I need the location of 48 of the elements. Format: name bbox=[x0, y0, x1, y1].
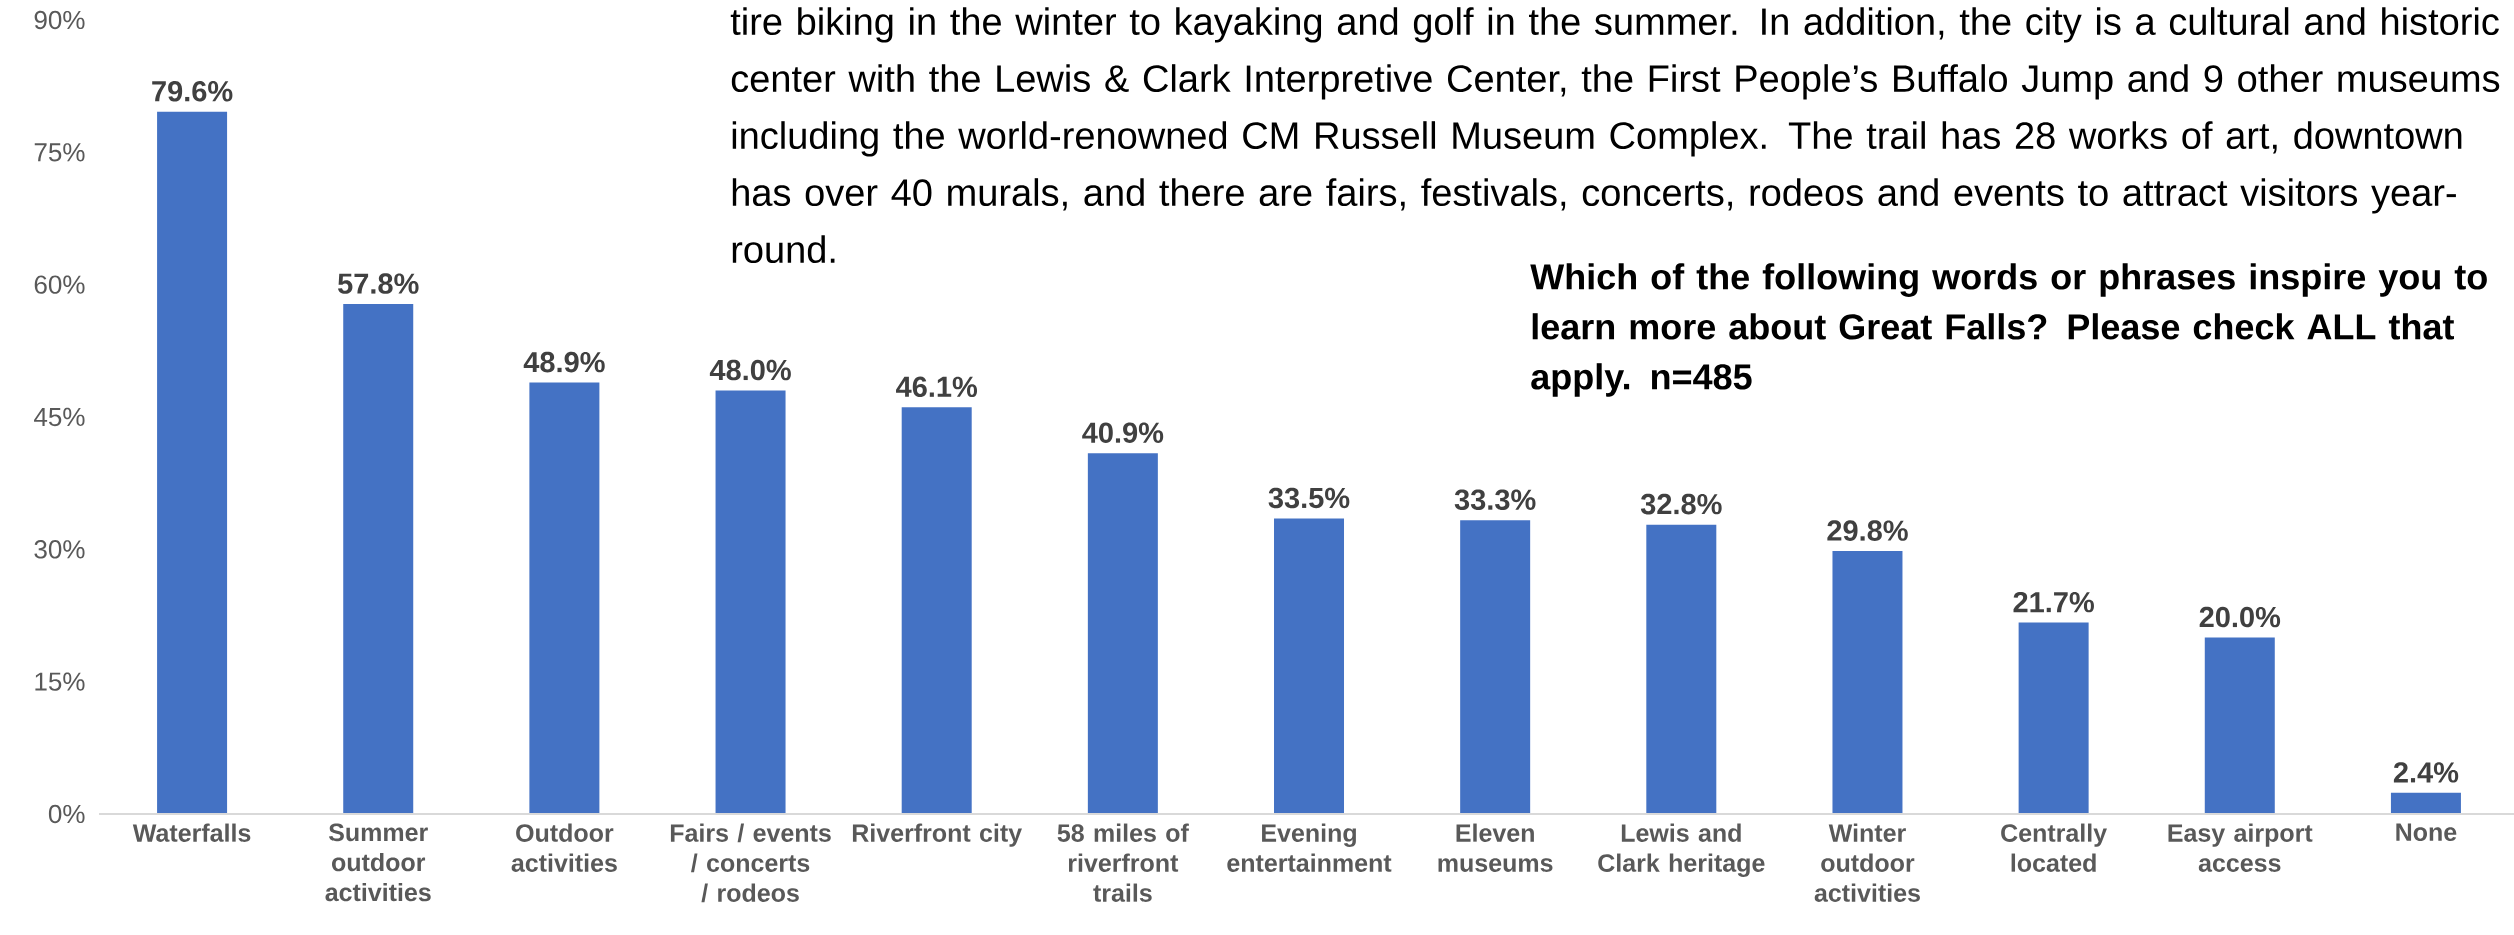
y-tick-label: 75% bbox=[34, 143, 85, 162]
bar bbox=[2390, 792, 2461, 814]
x-tick-label: Summer outdoor activities bbox=[325, 823, 431, 902]
data-label: 20.0% bbox=[2199, 606, 2281, 628]
annotation: tire biking in the winter to kayaking and golf in the summer. In addition, the city is a cultural and historic center with the Lewis & Clark Interpretive Center, the First People’s Buffalo Jump and 9 other museums including the world-renowned CM Russell Museum Complex. The trail has 28 works of art, downtown has over 40 murals, and there are fairs, festivals, concerts, rodeos and events to attract visitors year-round. bbox=[730, 7, 2500, 264]
x-tick-label: Eleven museums bbox=[1438, 823, 1553, 872]
x-tick-label: Riverfront city bbox=[852, 823, 1022, 847]
bar bbox=[1087, 453, 1158, 814]
data-label: 40.9% bbox=[1082, 422, 1164, 443]
x-tick-label: Waterfalls bbox=[132, 823, 251, 842]
data-label: 32.8% bbox=[1640, 493, 1722, 515]
x-tick-label: 58 miles of riverfront trails bbox=[1057, 823, 1189, 902]
data-label: 79.6% bbox=[152, 81, 233, 102]
y-tick-label: 0% bbox=[48, 804, 85, 824]
data-label: 57.8% bbox=[338, 273, 419, 294]
data-label: 29.8% bbox=[1827, 520, 1908, 541]
y-tick-label: 45% bbox=[34, 407, 85, 427]
bar bbox=[157, 111, 228, 814]
x-tick-label: Outdoor activities bbox=[511, 823, 617, 872]
bar bbox=[343, 304, 414, 814]
bar bbox=[715, 390, 786, 814]
bar bbox=[1274, 518, 1345, 814]
x-tick-label: Lewis and Clark heritage bbox=[1598, 823, 1765, 877]
data-label: 2.4% bbox=[2393, 762, 2459, 783]
y-tick-label: 30% bbox=[34, 540, 85, 559]
data-label: 48.9% bbox=[523, 351, 605, 373]
bar bbox=[529, 382, 600, 814]
y-tick-label: 90% bbox=[34, 10, 85, 30]
bar bbox=[901, 407, 972, 814]
x-tick-label: Fairs / events / concerts / rodeos bbox=[670, 823, 831, 903]
data-label: 33.5% bbox=[1268, 487, 1350, 509]
data-label: 46.1% bbox=[896, 376, 978, 398]
bar bbox=[1832, 551, 1903, 814]
bar bbox=[1460, 520, 1531, 814]
data-label: 21.7% bbox=[2013, 591, 2094, 613]
x-tick-label: Centrally located bbox=[2001, 823, 2107, 872]
text: Which of the following words or phrases inspire you to learn more about Great Falls? Please check ALL that apply. n=485 bbox=[1530, 263, 2487, 397]
x-tick-label: Winter outdoor activities bbox=[1814, 823, 1920, 902]
bar bbox=[2204, 637, 2275, 814]
bar bbox=[1646, 524, 1717, 814]
data-label: 48.0% bbox=[709, 359, 791, 381]
x-tick-label: Easy airport access bbox=[2168, 823, 2313, 872]
bar bbox=[2018, 622, 2089, 814]
x-tick-label: None bbox=[2396, 823, 2457, 841]
y-tick-label: 60% bbox=[34, 275, 85, 294]
x-tick-label: Evening entertainment bbox=[1227, 823, 1392, 872]
data-label: 33.3% bbox=[1454, 489, 1536, 511]
y-tick-label: 15% bbox=[35, 672, 85, 691]
